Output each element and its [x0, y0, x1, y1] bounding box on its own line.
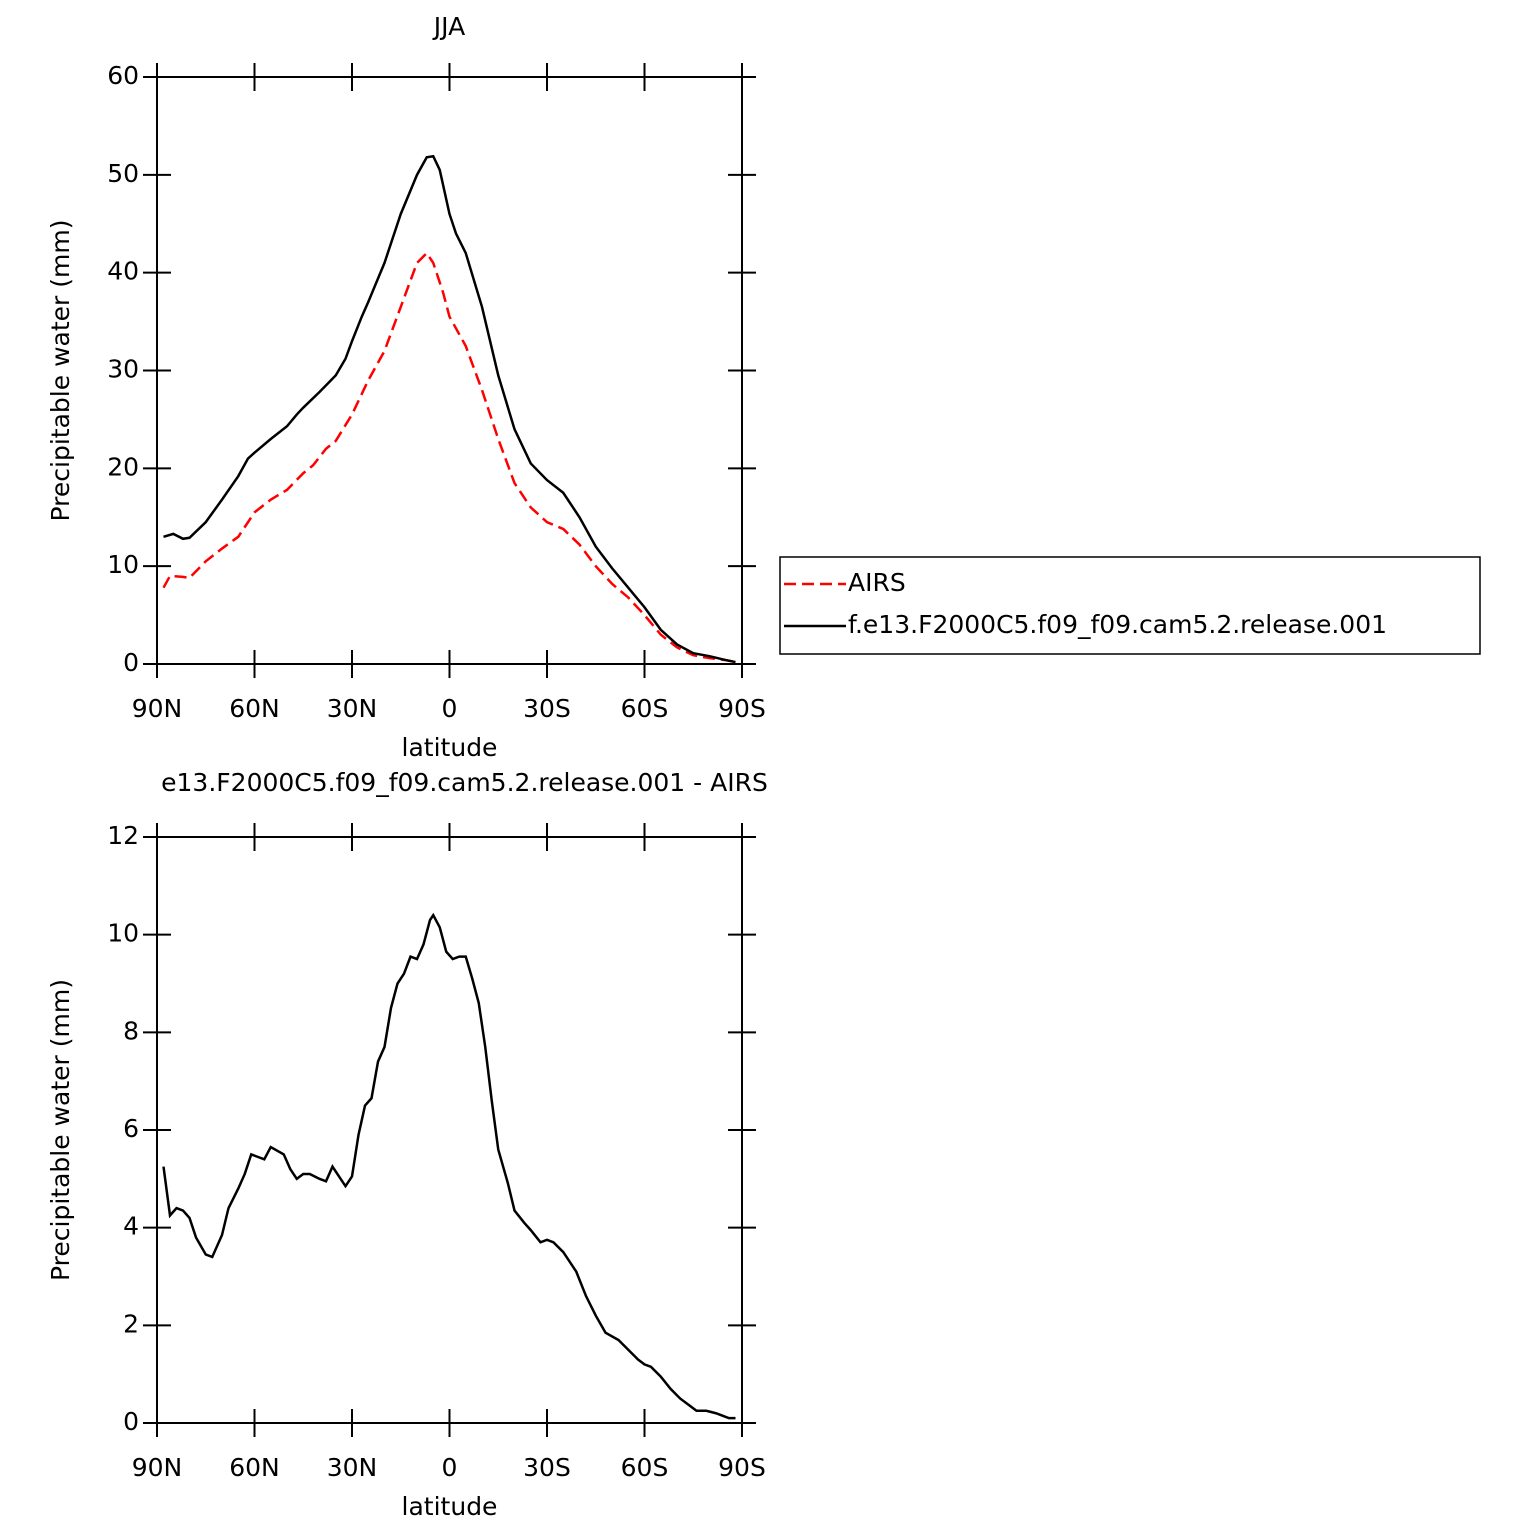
- data-line: [162, 251, 736, 664]
- y-tick-label: 6: [123, 1114, 139, 1143]
- chart-title: JJA: [432, 12, 465, 41]
- legend-label: f.e13.F2000C5.f09_f09.cam5.2.release.001: [848, 610, 1387, 639]
- x-tick-label: 30S: [523, 1453, 571, 1482]
- legend-box: [779, 556, 1481, 655]
- x-tick-label: 0: [442, 1453, 458, 1482]
- data-line: [162, 912, 736, 1420]
- y-tick-label: 50: [107, 159, 139, 188]
- x-tick-label: 60N: [229, 1453, 280, 1482]
- chart-title: e13.F2000C5.f09_f09.cam5.2.release.001 -…: [161, 768, 768, 797]
- y-axis-label: Precipitable water (mm): [46, 220, 75, 522]
- x-tick-label: 30N: [327, 1453, 378, 1482]
- plot-frame: [156, 836, 743, 1424]
- x-tick-label: 90N: [132, 694, 183, 723]
- x-tick-label: 30N: [327, 694, 378, 723]
- plot-frame: [156, 76, 743, 665]
- y-tick-label: 10: [107, 550, 139, 579]
- x-tick-label: 90S: [718, 1453, 766, 1482]
- x-tick-label: 60N: [229, 694, 280, 723]
- y-axis-label: Precipitable water (mm): [46, 979, 75, 1281]
- x-tick-label: 30S: [523, 694, 571, 723]
- x-axis-label: latitude: [402, 733, 498, 762]
- y-tick-label: 40: [107, 257, 139, 286]
- y-tick-label: 30: [107, 355, 139, 384]
- x-tick-label: 60S: [621, 1453, 669, 1482]
- y-tick-label: 4: [123, 1212, 139, 1241]
- x-axis-label: latitude: [402, 1492, 498, 1521]
- y-tick-label: 0: [123, 648, 139, 677]
- y-tick-label: 12: [107, 821, 139, 850]
- legend-label: AIRS: [848, 568, 906, 597]
- y-tick-label: 10: [107, 919, 139, 948]
- y-tick-label: 60: [107, 61, 139, 90]
- y-tick-label: 8: [123, 1016, 139, 1045]
- x-tick-label: 0: [442, 694, 458, 723]
- y-tick-label: 20: [107, 452, 139, 481]
- data-line: [163, 154, 736, 664]
- x-tick-label: 90N: [132, 1453, 183, 1482]
- y-tick-label: 0: [123, 1407, 139, 1436]
- x-tick-label: 90S: [718, 694, 766, 723]
- x-tick-label: 60S: [621, 694, 669, 723]
- y-tick-label: 2: [123, 1309, 139, 1338]
